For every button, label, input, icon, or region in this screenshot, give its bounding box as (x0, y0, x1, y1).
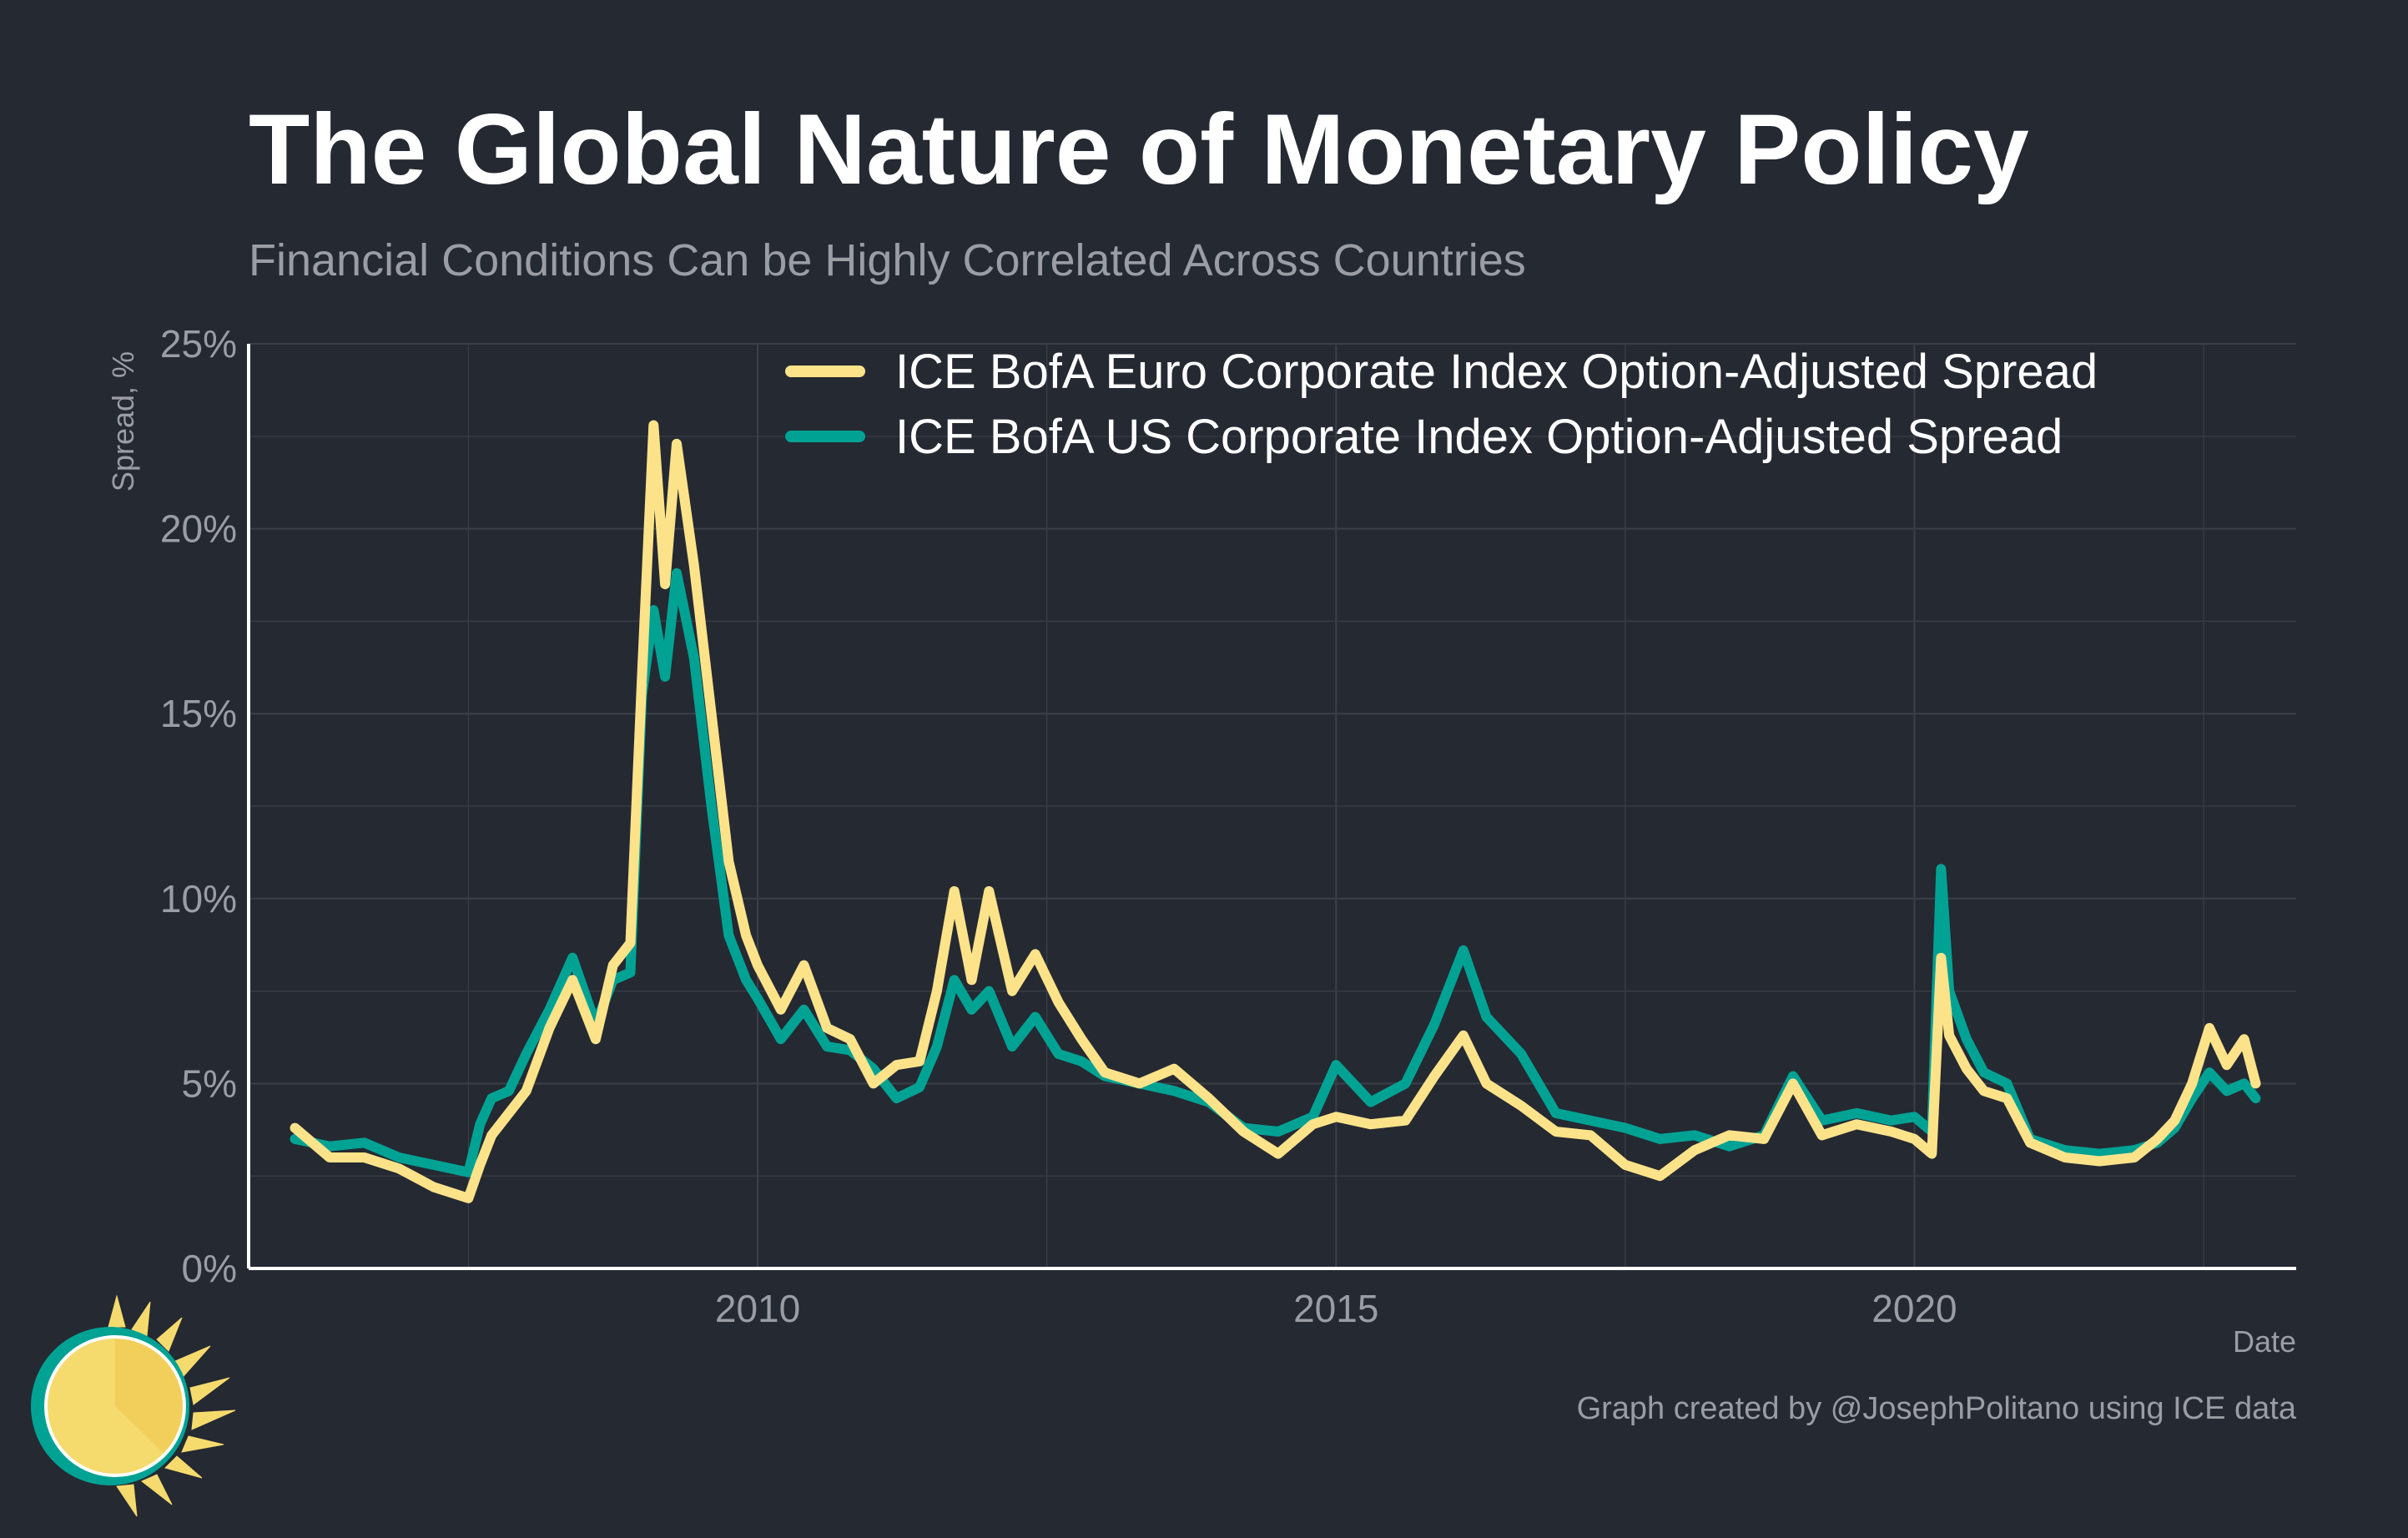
x-tick-label: 2015 (1293, 1287, 1378, 1330)
y-axis-tick-labels: 0% 5% 10% 15% 20% 25% (160, 322, 237, 1290)
series-lines (290, 420, 2261, 1203)
chart-subtitle: Financial Conditions Can be Highly Corre… (249, 235, 1526, 285)
x-axis-title: Date (2233, 1324, 2296, 1359)
x-axis-tick-labels: 2010 2015 2020 (715, 1287, 1957, 1330)
sun-logo-icon (31, 1294, 236, 1517)
y-tick-label: 10% (160, 877, 237, 920)
x-tick-label: 2020 (1871, 1287, 1957, 1330)
series-line-euro (290, 420, 2261, 1203)
y-axis-title: Spread, % (106, 351, 140, 492)
chart-title: The Global Nature of Monetary Policy (249, 93, 2029, 205)
y-tick-label: 20% (160, 507, 237, 551)
legend: ICE BofA Euro Corporate Index Option-Adj… (785, 345, 2098, 464)
legend-label-euro: ICE BofA Euro Corporate Index Option-Adj… (895, 345, 2098, 399)
y-tick-label: 0% (182, 1247, 237, 1290)
legend-label-us: ICE BofA US Corporate Index Option-Adjus… (895, 410, 2063, 464)
y-tick-label: 25% (160, 322, 237, 366)
x-tick-label: 2010 (715, 1287, 800, 1330)
y-tick-label: 5% (182, 1061, 237, 1105)
chart-caption: Graph created by @JosephPolitano using I… (1577, 1391, 2297, 1426)
series-line-us (290, 567, 2261, 1177)
y-tick-label: 15% (160, 692, 237, 735)
